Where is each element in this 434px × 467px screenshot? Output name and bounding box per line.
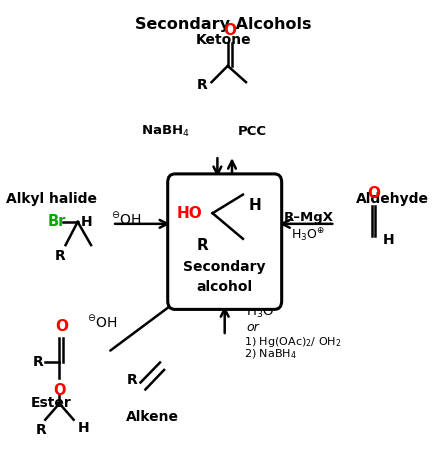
Text: H: H: [382, 233, 394, 247]
Text: H: H: [80, 215, 92, 229]
Text: alcohol: alcohol: [196, 280, 252, 294]
Text: or: or: [245, 321, 258, 334]
Text: Secondary: Secondary: [183, 261, 265, 275]
Text: $^{\ominus}$OH: $^{\ominus}$OH: [86, 313, 117, 330]
Text: 1) Hg(OAc)$_2$/ OH$_2$: 1) Hg(OAc)$_2$/ OH$_2$: [243, 334, 341, 348]
Text: 2) NaBH$_4$: 2) NaBH$_4$: [243, 348, 296, 361]
Text: H: H: [78, 421, 89, 435]
Text: PCC: PCC: [237, 125, 266, 138]
Text: HO: HO: [176, 205, 202, 221]
Text: H: H: [248, 198, 260, 213]
Text: R: R: [196, 238, 208, 253]
Text: Br: Br: [47, 214, 66, 229]
Text: R: R: [36, 424, 46, 438]
Text: R: R: [55, 249, 66, 263]
Text: R: R: [196, 78, 207, 92]
FancyBboxPatch shape: [168, 174, 281, 310]
Text: O: O: [223, 23, 236, 38]
Text: Secondary Alcohols: Secondary Alcohols: [135, 17, 311, 32]
Text: H$_3$O$^{\oplus}$: H$_3$O$^{\oplus}$: [290, 227, 324, 244]
Text: Alkene: Alkene: [126, 410, 179, 425]
Text: H$_3$O$^{\oplus}$: H$_3$O$^{\oplus}$: [245, 304, 281, 321]
Text: Ester: Ester: [31, 396, 72, 410]
Text: O: O: [366, 186, 379, 201]
Text: $^{\ominus}$OH: $^{\ominus}$OH: [111, 211, 141, 228]
Text: Ketone: Ketone: [195, 33, 251, 47]
Text: Aldehyde: Aldehyde: [355, 191, 427, 205]
Text: Alkyl halide: Alkyl halide: [6, 191, 97, 205]
Text: R–MgX: R–MgX: [283, 211, 333, 224]
Text: R: R: [33, 354, 43, 368]
Text: R: R: [126, 373, 137, 387]
Text: O: O: [53, 383, 66, 398]
Text: O: O: [55, 318, 68, 333]
Text: NaBH$_4$: NaBH$_4$: [140, 123, 189, 139]
